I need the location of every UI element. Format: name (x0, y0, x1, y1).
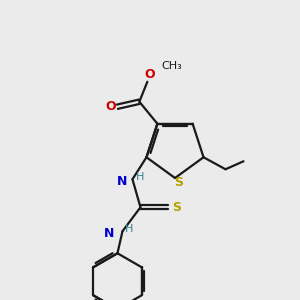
Text: O: O (105, 100, 116, 113)
Text: O: O (144, 68, 155, 81)
Text: N: N (117, 175, 128, 188)
Text: CH₃: CH₃ (161, 61, 182, 71)
Text: S: S (175, 176, 184, 188)
Text: H: H (124, 224, 133, 234)
Text: S: S (172, 201, 181, 214)
Text: H: H (136, 172, 144, 182)
Text: N: N (104, 227, 115, 240)
